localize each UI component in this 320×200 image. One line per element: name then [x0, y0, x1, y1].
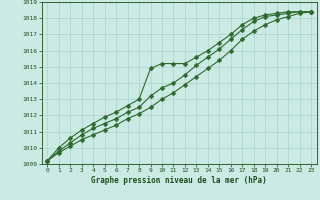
- X-axis label: Graphe pression niveau de la mer (hPa): Graphe pression niveau de la mer (hPa): [91, 176, 267, 185]
